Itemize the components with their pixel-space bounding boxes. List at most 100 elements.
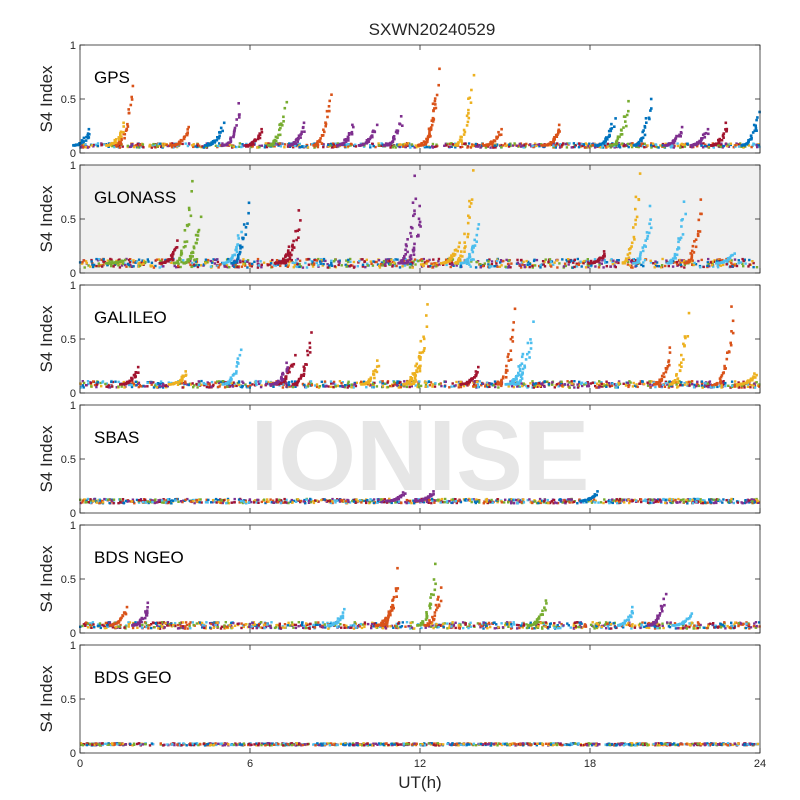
data-point (92, 380, 95, 383)
data-point (136, 142, 139, 146)
data-point (315, 383, 319, 386)
data-point (158, 266, 161, 269)
data-point (345, 265, 348, 268)
data-point (180, 249, 183, 253)
data-point (104, 382, 107, 386)
data-point (502, 144, 505, 147)
data-point (99, 499, 102, 502)
data-point (164, 384, 167, 388)
data-point (564, 142, 568, 146)
data-point (279, 142, 282, 145)
data-point (409, 257, 413, 260)
data-point (434, 106, 438, 110)
data-point (597, 266, 601, 269)
data-point (539, 266, 542, 269)
data-point (697, 384, 700, 388)
data-point (467, 108, 470, 112)
data-point (467, 116, 471, 120)
data-point (468, 378, 471, 382)
data-point (559, 500, 563, 503)
data-point (288, 145, 292, 148)
data-point (437, 260, 440, 263)
data-point (600, 146, 603, 149)
data-point (483, 262, 486, 265)
data-point (590, 264, 593, 267)
data-point (557, 123, 561, 127)
data-point (188, 254, 192, 258)
data-point (285, 253, 288, 256)
data-point (386, 381, 389, 384)
data-point (307, 257, 310, 261)
data-point (694, 142, 698, 146)
data-point (683, 335, 687, 338)
data-point (404, 243, 408, 246)
data-point (462, 261, 465, 265)
data-point (410, 260, 413, 263)
data-point (136, 365, 140, 369)
data-point (237, 265, 240, 268)
data-point (742, 265, 745, 268)
data-point (552, 139, 555, 143)
data-point (675, 134, 678, 138)
data-point (709, 383, 712, 386)
data-point (675, 262, 679, 266)
data-point (204, 258, 208, 261)
data-point (346, 501, 349, 505)
data-point (475, 240, 478, 243)
data-point (187, 206, 191, 210)
data-point (446, 499, 449, 503)
data-point (192, 246, 196, 250)
data-point (129, 145, 133, 148)
data-point (672, 139, 675, 142)
data-point (95, 257, 98, 261)
data-point (727, 143, 730, 146)
data-point (566, 380, 569, 383)
data-point (724, 384, 727, 388)
data-point (676, 144, 680, 148)
data-point (556, 133, 559, 136)
data-point (639, 253, 642, 256)
data-point (246, 222, 249, 225)
data-point (233, 497, 236, 501)
data-point (486, 381, 489, 384)
data-point (121, 260, 125, 263)
data-point (654, 382, 658, 386)
data-point (528, 356, 531, 359)
data-point (627, 498, 630, 501)
data-point (433, 107, 436, 110)
data-point (647, 498, 650, 501)
data-point (231, 385, 235, 388)
data-point (408, 266, 412, 269)
data-point (413, 372, 417, 375)
data-point (410, 383, 413, 386)
data-point (724, 259, 727, 262)
data-point (221, 501, 224, 505)
data-point (218, 385, 221, 388)
data-point (611, 143, 615, 147)
data-point (658, 380, 661, 384)
data-point (571, 501, 574, 504)
data-point (237, 237, 240, 240)
data-point (657, 498, 660, 501)
data-point (313, 259, 316, 262)
data-point (732, 146, 735, 149)
data-point (466, 120, 470, 124)
data-point (283, 146, 286, 149)
data-point (749, 134, 753, 138)
data-point (442, 261, 445, 265)
data-point (599, 385, 602, 388)
data-point (520, 362, 524, 365)
data-point (511, 144, 515, 147)
data-point (562, 265, 566, 268)
data-point (605, 385, 608, 388)
data-point (212, 383, 215, 387)
data-point (234, 264, 237, 267)
data-point (238, 145, 241, 148)
data-point (365, 139, 369, 142)
data-point (650, 501, 653, 505)
data-point (160, 145, 163, 149)
data-point (416, 366, 420, 370)
data-point (488, 501, 491, 504)
data-point (347, 133, 351, 137)
data-point (486, 383, 490, 386)
